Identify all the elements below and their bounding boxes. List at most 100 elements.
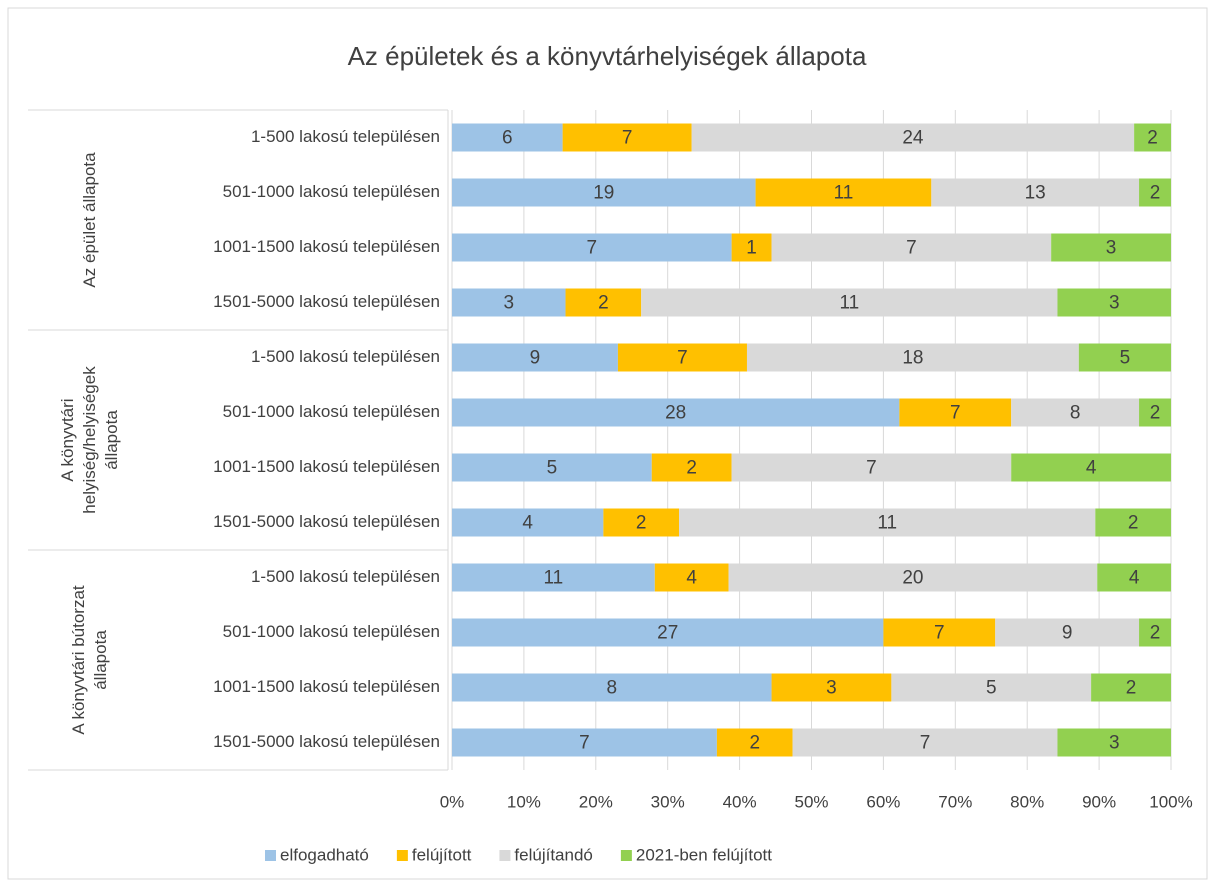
- data-label: 5: [547, 458, 558, 479]
- data-label: 8: [1070, 403, 1081, 424]
- y-tick-label: 1-500 lakosú településen: [251, 567, 440, 586]
- data-label: 7: [950, 403, 961, 424]
- x-tick-label: 90%: [1082, 792, 1116, 811]
- data-label: 7: [587, 238, 598, 259]
- bar-segment: [679, 508, 1096, 537]
- bar-segment: [771, 233, 1052, 262]
- data-label: 19: [593, 183, 614, 204]
- bar-segment: [1139, 398, 1171, 427]
- data-label: 7: [677, 348, 688, 369]
- legend-swatch: [620, 850, 632, 861]
- bar-segment: [452, 398, 900, 427]
- x-tick-label: 10%: [507, 792, 541, 811]
- bar-segment: [891, 673, 1092, 702]
- bar-segment: [746, 343, 1079, 372]
- bar-segment: [617, 343, 747, 372]
- bar-segment: [691, 123, 1135, 152]
- bar-segment: [1134, 123, 1171, 152]
- data-label: 13: [1025, 183, 1046, 204]
- data-label: 7: [920, 733, 931, 754]
- y-tick-label: 1-500 lakosú településen: [251, 127, 440, 146]
- data-label: 7: [934, 623, 945, 644]
- bar-segment: [452, 288, 566, 317]
- y-tick-label: 1501-5000 lakosú településen: [213, 512, 440, 531]
- bar-segment: [1091, 673, 1171, 702]
- data-label: 2: [1128, 513, 1139, 534]
- bar-segment: [654, 563, 729, 592]
- data-label: 7: [579, 733, 590, 754]
- data-label: 3: [826, 678, 837, 699]
- bar-segment: [1097, 563, 1171, 592]
- data-label: 2: [1150, 623, 1161, 644]
- data-label: 4: [1086, 458, 1097, 479]
- data-label: 3: [1109, 733, 1120, 754]
- data-label: 2: [598, 293, 609, 314]
- data-label: 11: [839, 293, 859, 314]
- data-label: 4: [522, 513, 533, 534]
- data-label: 24: [902, 128, 924, 149]
- data-label: 11: [877, 513, 897, 534]
- bar-segment: [995, 618, 1140, 647]
- y-tick-label: 1001-1500 lakosú településen: [213, 457, 440, 476]
- bar-segment: [1139, 178, 1171, 207]
- data-label: 4: [1129, 568, 1140, 589]
- bar-segment: [1057, 728, 1171, 757]
- y-tick-label: 501-1000 lakosú településen: [223, 622, 440, 641]
- group-label: Az épület állapota: [80, 152, 99, 288]
- y-tick-label: 1501-5000 lakosú településen: [213, 732, 440, 751]
- legend-swatch: [499, 850, 511, 861]
- data-label: 3: [1106, 238, 1117, 259]
- bar-segment: [731, 453, 1012, 482]
- data-label: 9: [1062, 623, 1073, 644]
- y-tick-label: 1001-1500 lakosú településen: [213, 677, 440, 696]
- bar-segment: [731, 233, 772, 262]
- bar-segment: [452, 343, 618, 372]
- bar-segment: [452, 618, 884, 647]
- data-label: 2: [749, 733, 760, 754]
- bar-segment: [452, 233, 732, 262]
- x-tick-label: 20%: [579, 792, 613, 811]
- legend-swatch: [396, 850, 408, 861]
- data-label: 4: [686, 568, 697, 589]
- group-label: A könyvtári bútorzat állapota: [69, 585, 110, 735]
- x-tick-label: 30%: [651, 792, 685, 811]
- bar-segment: [603, 508, 680, 537]
- legend-label: 2021-ben felújított: [636, 845, 772, 864]
- x-tick-label: 0%: [440, 792, 465, 811]
- data-label: 7: [866, 458, 877, 479]
- data-label: 2: [1147, 128, 1158, 149]
- data-label: 18: [902, 348, 923, 369]
- bar-segment: [452, 728, 717, 757]
- bar-segment: [1011, 453, 1171, 482]
- data-label: 27: [657, 623, 678, 644]
- bar-segment: [1078, 343, 1171, 372]
- bar-segment: [452, 453, 652, 482]
- bar-segment: [716, 728, 793, 757]
- data-label: 2: [636, 513, 647, 534]
- bar-segment: [452, 123, 563, 152]
- legend-label: felújított: [412, 845, 472, 864]
- chart-title: Az épületek és a könyvtárhelyiségek álla…: [348, 41, 867, 71]
- x-tick-label: 50%: [794, 792, 828, 811]
- legend-label: elfogadható: [280, 845, 369, 864]
- data-label: 28: [665, 403, 686, 424]
- bar-segment: [452, 563, 655, 592]
- data-label: 8: [606, 678, 617, 699]
- data-label: 2: [686, 458, 697, 479]
- bar-segment: [565, 288, 642, 317]
- bar-segment: [931, 178, 1140, 207]
- data-label: 11: [544, 568, 564, 589]
- bar-segment: [1051, 233, 1171, 262]
- data-label: 3: [503, 293, 514, 314]
- bar-segment: [728, 563, 1098, 592]
- data-label: 3: [1109, 293, 1120, 314]
- bar-segment: [452, 178, 756, 207]
- bar-segment: [641, 288, 1058, 317]
- y-tick-label: 1-500 lakosú településen: [251, 347, 440, 366]
- data-label: 1: [746, 238, 757, 259]
- data-label: 6: [502, 128, 513, 149]
- data-label: 9: [530, 348, 541, 369]
- bar-segment: [1139, 618, 1171, 647]
